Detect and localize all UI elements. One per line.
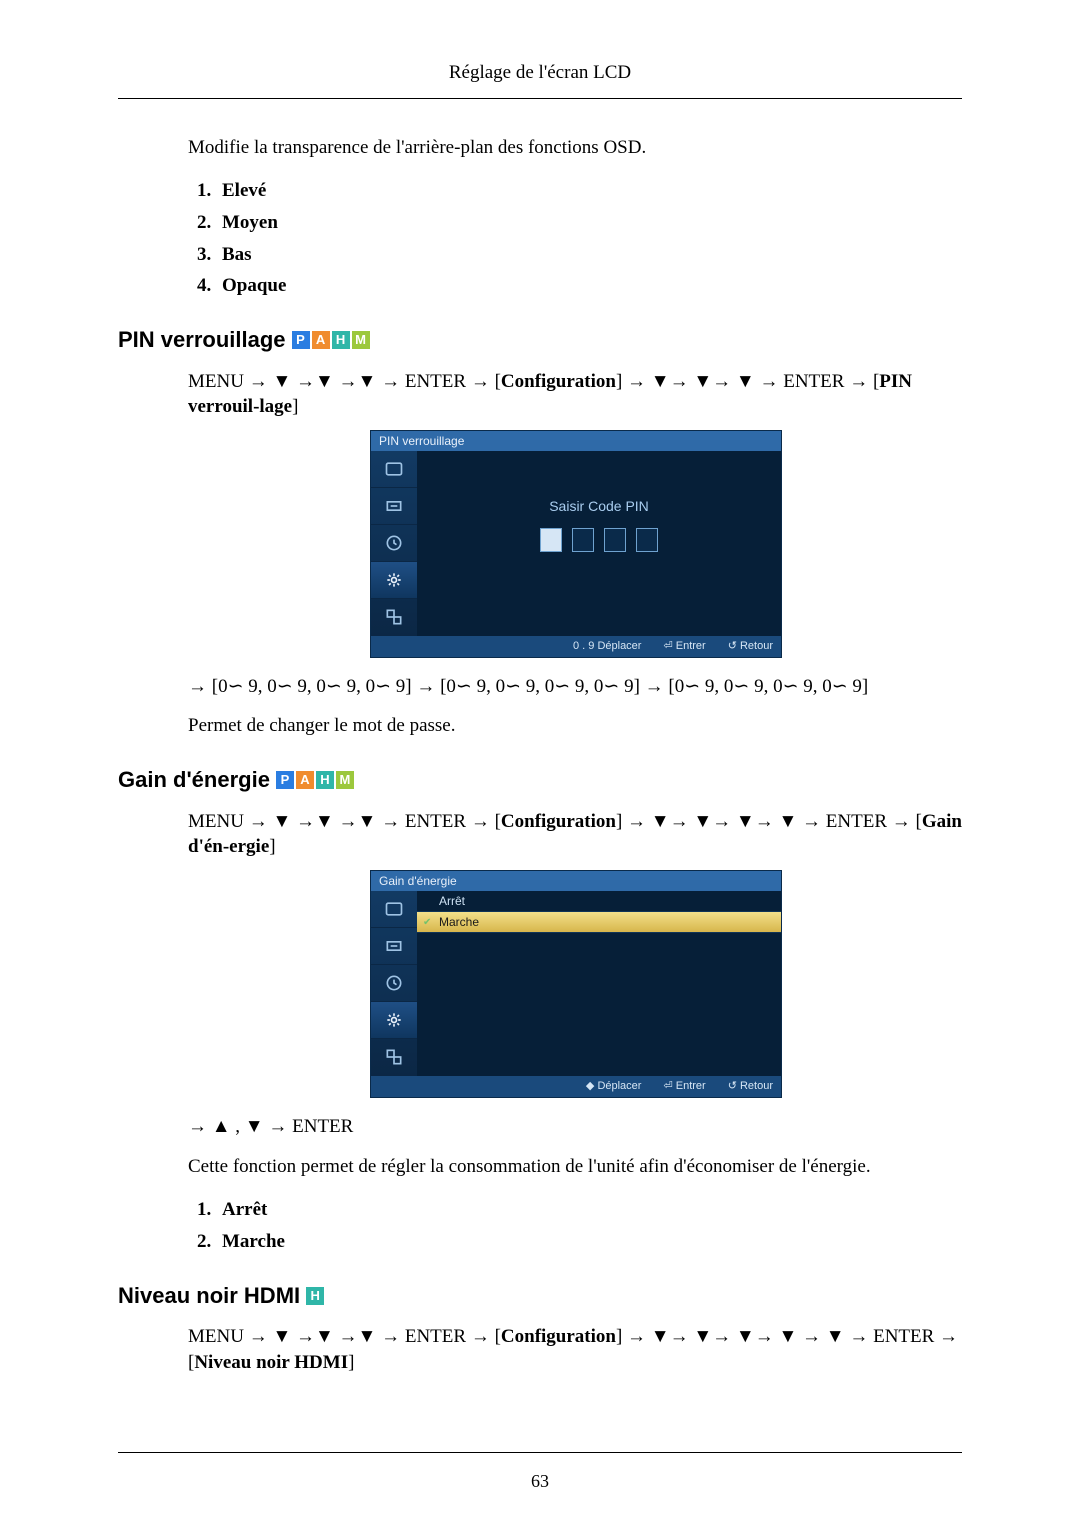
list-item: Marche [216, 1229, 962, 1255]
section-title-energy: Gain d'énergie P A H M [118, 765, 962, 795]
pin-prompt: Saisir Code PIN [417, 451, 781, 516]
side-multi-icon [371, 1039, 417, 1076]
badge-h-icon: H [316, 771, 334, 789]
pin-digit [636, 528, 658, 552]
badge-p-icon: P [276, 771, 294, 789]
pin-description: Permet de changer le mot de passe. [188, 713, 962, 739]
energy-description: Cette fonction permet de régler la conso… [188, 1154, 962, 1180]
menu-sidebar [371, 451, 417, 636]
menu-title: Gain d'énergie [371, 871, 781, 891]
menu-footer: 0 . 9 Déplacer ⏎ Entrer ↺ Retour [371, 636, 781, 657]
badge-h-icon: H [332, 331, 350, 349]
badge-m-icon: M [336, 771, 354, 789]
side-setup-icon [371, 562, 417, 599]
list-item: Elevé [216, 178, 962, 204]
menu-option: Arrêt [417, 891, 781, 912]
badge-a-icon: A [296, 771, 314, 789]
side-input-icon [371, 928, 417, 965]
page-header: Réglage de l'écran LCD [118, 60, 962, 94]
pin-input-boxes [417, 528, 781, 552]
footer-enter: ⏎ Entrer [663, 1079, 705, 1094]
badge-m-icon: M [352, 331, 370, 349]
pin-digit-nav: → [0∽ 9, 0∽ 9, 0∽ 9, 0∽ 9] → [0∽ 9, 0∽ 9… [188, 674, 962, 700]
pin-menu-screenshot: PIN verrouillage Saisir Code PIN [370, 430, 780, 658]
badge-a-icon: A [312, 331, 330, 349]
section-title-pin: PIN verrouillage P A H M [118, 325, 962, 355]
energy-menu-screenshot: Gain d'énergie Arrêt ✔Marc [370, 870, 780, 1098]
energy-nav-path: MENU → ▼ →▼ →▼ → ENTER → [Configuration]… [188, 809, 962, 860]
side-picture-icon [371, 891, 417, 928]
side-picture-icon [371, 451, 417, 488]
transparency-options-list: Elevé Moyen Bas Opaque [188, 178, 962, 299]
side-time-icon [371, 525, 417, 562]
hdmi-nav-path: MENU → ▼ →▼ →▼ → ENTER → [Configuration]… [188, 1324, 962, 1375]
list-item: Arrêt [216, 1197, 962, 1223]
list-item: Bas [216, 242, 962, 268]
mode-badges: P A H M [292, 331, 370, 349]
intro-paragraph: Modifie la transparence de l'arrière-pla… [188, 135, 962, 161]
footer-move: 0 . 9 Déplacer [573, 639, 641, 654]
menu-sidebar [371, 891, 417, 1076]
pin-nav-path: MENU → ▼ →▼ →▼ → ENTER → [Configuration]… [188, 369, 962, 420]
footer-move: ◆ Déplacer [586, 1079, 642, 1094]
header-rule [118, 98, 962, 99]
mode-badges: P A H M [276, 771, 354, 789]
side-setup-icon [371, 1002, 417, 1039]
badge-h-icon: H [306, 1287, 324, 1305]
section-title-hdmi: Niveau noir HDMI H [118, 1281, 962, 1311]
list-item: Opaque [216, 273, 962, 299]
energy-after-nav: → ▲ , ▼ → ENTER [188, 1114, 962, 1140]
page-number: 63 [0, 1469, 1080, 1493]
badge-p-icon: P [292, 331, 310, 349]
footer-enter: ⏎ Entrer [663, 639, 705, 654]
footer-return: ↺ Retour [728, 639, 773, 654]
pin-digit [572, 528, 594, 552]
energy-options-list: Arrêt Marche [188, 1197, 962, 1254]
footer-return: ↺ Retour [728, 1079, 773, 1094]
side-input-icon [371, 488, 417, 525]
pin-digit [604, 528, 626, 552]
menu-title: PIN verrouillage [371, 431, 781, 451]
pin-digit [540, 528, 562, 552]
side-time-icon [371, 965, 417, 1002]
side-multi-icon [371, 599, 417, 636]
list-item: Moyen [216, 210, 962, 236]
menu-option-selected: ✔Marche [417, 912, 781, 933]
menu-footer: ◆ Déplacer ⏎ Entrer ↺ Retour [371, 1076, 781, 1097]
mode-badges: H [306, 1287, 324, 1305]
footer-rule [118, 1452, 962, 1453]
